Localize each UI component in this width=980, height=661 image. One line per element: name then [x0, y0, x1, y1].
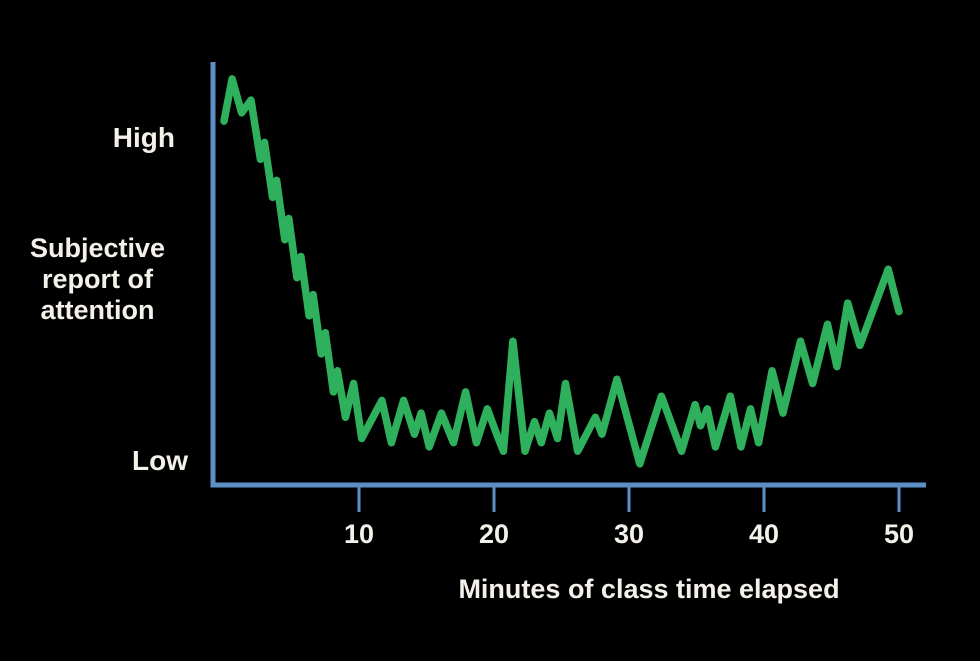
y-axis-low-label: Low	[132, 445, 188, 476]
x-tick-label: 50	[883, 519, 915, 549]
x-axis-title: Minutes of class time elapsed	[458, 574, 840, 604]
attention-series-line	[220, 75, 903, 468]
x-tick-label: 10	[343, 519, 375, 549]
x-axis-ticks	[357, 487, 901, 512]
y-axis-title: Subjective report of attention	[29, 233, 166, 325]
x-tick-label: 30	[613, 519, 645, 549]
x-tick-label: 40	[748, 519, 780, 549]
x-tick-label: 20	[478, 519, 510, 549]
y-axis-high-label: High	[112, 122, 175, 153]
